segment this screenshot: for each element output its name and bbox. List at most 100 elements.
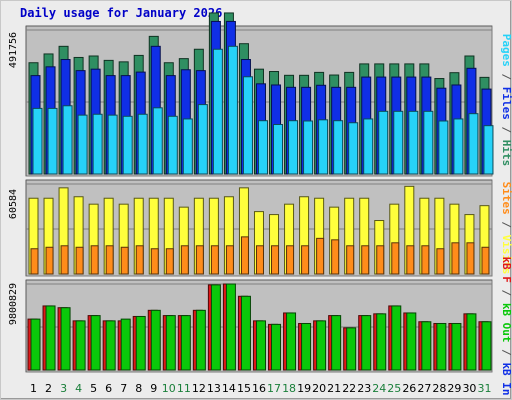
- x-tick-label-day-31: 31: [477, 382, 491, 395]
- bar-kb-out-day-2: [45, 305, 56, 371]
- bar-pages-day-2: [47, 107, 58, 175]
- x-tick-label-day-27: 27: [417, 382, 431, 395]
- bar-kb-out-day-24: [376, 313, 387, 371]
- bar-pages-day-10: [167, 115, 178, 175]
- legend-0-item-3: /: [500, 120, 512, 140]
- x-tick-label-day-23: 23: [357, 382, 371, 395]
- bar-pages-day-8: [137, 113, 148, 175]
- bar-sites-day-3: [60, 245, 69, 275]
- bar-kb-out-day-30: [466, 313, 477, 371]
- bar-kb-out-day-31: [481, 321, 492, 371]
- bar-pages-day-31: [483, 125, 494, 175]
- bar-sites-day-4: [75, 246, 84, 275]
- bar-pages-day-22: [348, 122, 359, 175]
- x-tick-label-day-16: 16: [252, 382, 266, 395]
- legend-0-item-1: /: [500, 67, 512, 87]
- bar-pages-day-24: [378, 110, 389, 175]
- bar-kb-out-day-26: [406, 312, 417, 371]
- bar-pages-day-4: [77, 114, 88, 175]
- bar-pages-day-12: [197, 104, 208, 175]
- x-tick-label-day-24: 24: [372, 382, 386, 395]
- bar-kb-out-day-21: [331, 315, 342, 371]
- x-tick-label-day-14: 14: [222, 382, 236, 395]
- bar-kb-out-day-12: [195, 309, 206, 371]
- x-tick-label-day-1: 1: [30, 382, 37, 395]
- bar-kb-out-day-22: [346, 327, 357, 371]
- bar-sites-day-18: [286, 245, 295, 275]
- bar-sites-day-28: [436, 248, 445, 275]
- bar-kb-out-day-28: [436, 322, 447, 371]
- bar-sites-day-11: [180, 245, 189, 275]
- bar-sites-day-5: [90, 245, 99, 275]
- bar-pages-day-18: [288, 120, 299, 175]
- bar-kb-out-day-4: [75, 320, 86, 371]
- x-tick-label-day-10: 10: [162, 382, 176, 395]
- legend-0-item-0: Pages: [500, 34, 512, 67]
- bar-sites-day-6: [105, 245, 114, 275]
- x-tick-label-day-7: 7: [120, 382, 127, 395]
- bar-sites-day-27: [421, 245, 430, 275]
- x-tick-label-day-25: 25: [387, 382, 401, 395]
- panel-0-max-label: 491756: [8, 32, 19, 68]
- bar-pages-day-1: [32, 107, 43, 175]
- x-tick-label-day-18: 18: [282, 382, 296, 395]
- bar-kb-out-day-27: [421, 321, 432, 371]
- bar-pages-day-29: [453, 118, 464, 175]
- x-tick-label-day-2: 2: [45, 382, 52, 395]
- legend-2-item-0: kB F: [500, 256, 512, 283]
- bar-kb-out-day-20: [316, 320, 327, 371]
- bar-kb-out-day-17: [271, 323, 282, 371]
- legend-0-item-4: Hits: [500, 140, 512, 167]
- bar-pages-day-19: [303, 120, 314, 175]
- bar-sites-day-23: [361, 245, 370, 275]
- x-tick-label-day-17: 17: [267, 382, 281, 395]
- bar-sites-day-8: [135, 245, 144, 275]
- bar-sites-day-20: [316, 237, 325, 275]
- x-tick-label-day-3: 3: [60, 382, 67, 395]
- bar-kb-out-day-1: [30, 318, 41, 371]
- bar-sites-day-25: [391, 242, 400, 275]
- bar-sites-day-19: [301, 245, 310, 275]
- x-tick-label-day-8: 8: [135, 382, 142, 395]
- x-tick-label-day-15: 15: [237, 382, 251, 395]
- legend-2-item-4: kB In: [500, 362, 512, 395]
- bar-sites-day-24: [376, 245, 385, 275]
- legend-0-item-2: Files: [500, 87, 512, 120]
- bar-kb-out-day-25: [391, 305, 402, 371]
- x-tick-label-day-29: 29: [447, 382, 461, 395]
- bar-pages-day-6: [107, 114, 118, 175]
- bar-sites-day-9: [150, 248, 159, 275]
- x-tick-label-day-9: 9: [150, 382, 157, 395]
- x-tick-label-day-12: 12: [192, 382, 206, 395]
- legend-2-item-1: /: [500, 283, 512, 303]
- x-tick-label-day-4: 4: [75, 382, 82, 395]
- bar-kb-out-day-8: [135, 315, 146, 371]
- bar-pages-day-15: [242, 76, 253, 175]
- bar-kb-out-day-5: [90, 315, 101, 371]
- bar-sites-day-29: [451, 242, 460, 275]
- bar-kb-out-day-7: [120, 318, 131, 371]
- x-tick-label-day-5: 5: [90, 382, 97, 395]
- bar-kb-out-day-10: [165, 315, 176, 371]
- bar-kb-out-day-13: [210, 284, 221, 371]
- bar-pages-day-26: [408, 110, 419, 175]
- bar-kb-out-day-14: [225, 283, 236, 371]
- panel-2-max-label: 9800829: [8, 283, 19, 325]
- bar-sites-day-15: [240, 236, 249, 275]
- bar-kb-out-day-23: [361, 315, 372, 371]
- bar-sites-day-16: [255, 245, 264, 275]
- bar-kb-out-day-18: [286, 312, 297, 371]
- bar-pages-day-7: [122, 115, 133, 175]
- bar-sites-day-13: [210, 245, 219, 275]
- bar-sites-day-14: [225, 245, 234, 275]
- bar-pages-day-30: [468, 113, 479, 175]
- bar-sites-day-30: [466, 242, 475, 275]
- bar-kb-out-day-3: [60, 307, 71, 371]
- bar-kb-out-day-29: [451, 322, 462, 371]
- bar-pages-day-5: [92, 113, 103, 175]
- bar-pages-day-28: [438, 120, 449, 175]
- bar-pages-day-17: [273, 124, 284, 175]
- bar-pages-day-27: [423, 110, 434, 175]
- bar-pages-day-16: [257, 120, 268, 175]
